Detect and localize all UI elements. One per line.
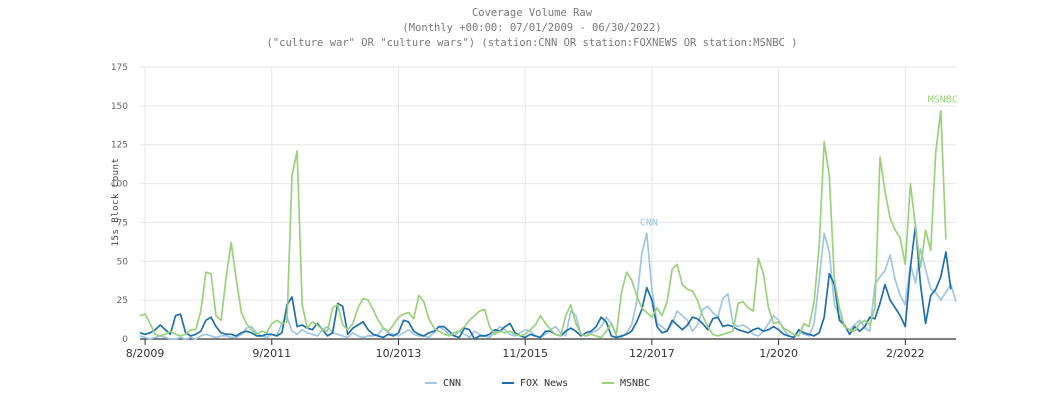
chart-title: Coverage Volume Raw xyxy=(471,7,593,19)
x-tick-label: 10/2013 xyxy=(376,347,422,360)
x-tick-label: 1/2020 xyxy=(759,347,798,360)
series-labels: CNN MSNBC xyxy=(640,95,958,229)
series-label-cnn: CNN xyxy=(640,217,658,228)
legend-label: FOX News xyxy=(520,378,568,389)
legend-label: CNN xyxy=(443,378,461,389)
legend-item-fox-news: FOX News xyxy=(502,378,568,389)
legend-label: MSNBC xyxy=(620,378,650,389)
y-tick-label: 25 xyxy=(117,296,128,306)
x-tick-label: 11/2015 xyxy=(502,347,548,360)
y-tick-label: 100 xyxy=(111,180,128,190)
chart-title-block: Coverage Volume Raw (Monthly +00:00: 07/… xyxy=(0,6,1064,51)
axes: 0 25 50 75 100 125 150 175 8/2009 9/2011 10/2013 11… xyxy=(111,63,956,360)
chart-subtitle-query: ("culture war" OR "culture wars") (stati… xyxy=(266,37,798,49)
y-axis-title: 15s Block Count xyxy=(111,158,121,247)
y-tick-label: 150 xyxy=(111,102,128,112)
x-tick-label: 8/2009 xyxy=(126,347,165,360)
series-line-msnbc xyxy=(139,109,947,339)
x-tick-label: 2/2022 xyxy=(886,347,925,360)
y-tick-label: 75 xyxy=(117,218,128,228)
legend-item-msnbc: MSNBC xyxy=(602,378,650,389)
series-lines xyxy=(139,109,957,340)
y-tick-label: 175 xyxy=(111,63,128,73)
chart-subtitle-date-range: (Monthly +00:00: 07/01/2009 - 06/30/2022… xyxy=(402,22,662,34)
series-label-msnbc: MSNBC xyxy=(928,95,958,106)
series-line-fox-news xyxy=(139,224,952,340)
x-tick-label: 12/2017 xyxy=(629,347,675,360)
x-tick-label: 9/2011 xyxy=(252,347,291,360)
y-tick-label: 0 xyxy=(122,335,128,345)
y-tick-label: 50 xyxy=(117,257,129,267)
y-tick-label: 125 xyxy=(111,141,128,151)
legend-item-cnn: CNN xyxy=(425,378,461,389)
legend: CNN FOX News MSNBC xyxy=(425,378,650,389)
